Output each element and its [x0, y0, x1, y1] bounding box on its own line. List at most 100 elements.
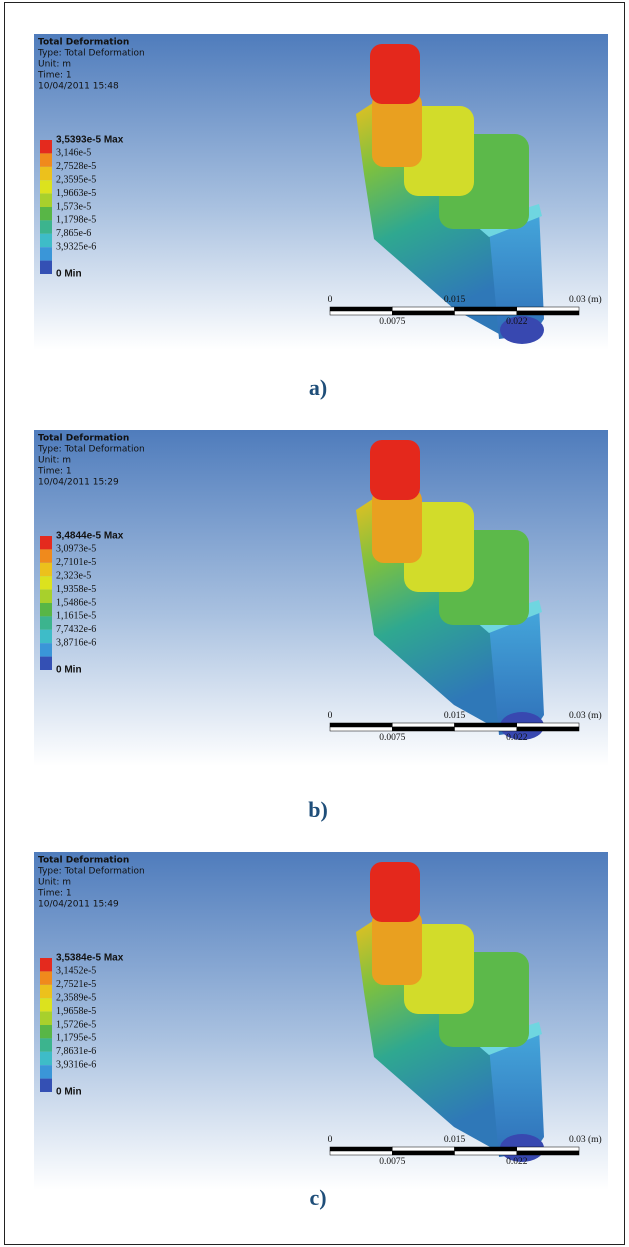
- legend-label: 3,0973e-5: [56, 544, 96, 555]
- legend-swatch: [40, 985, 52, 998]
- legend-swatch: [40, 180, 52, 193]
- caption: b): [308, 797, 328, 822]
- legend-swatch: [40, 576, 52, 589]
- model-block-red: [370, 862, 420, 922]
- result-unit: Unit: m: [38, 60, 71, 70]
- model-block-red: [370, 440, 420, 500]
- legend-label: 2,7101e-5: [56, 557, 96, 568]
- legend-label: 2,323e-5: [56, 570, 91, 581]
- scale-segment: [455, 727, 517, 731]
- result-date: 10/04/2011 15:49: [38, 900, 119, 910]
- legend-swatch: [40, 194, 52, 207]
- scale-segment: [455, 1147, 517, 1151]
- scale-label: 0.022: [506, 317, 528, 327]
- legend-label: 0 Min: [56, 1087, 82, 1098]
- scale-label: 0.0075: [379, 1157, 405, 1167]
- scale-label: 0.03 (m): [569, 1134, 602, 1145]
- scale-label: 0.0075: [379, 733, 405, 743]
- legend-swatch: [40, 643, 52, 656]
- legend-swatch: [40, 603, 52, 616]
- legend-swatch: [40, 563, 52, 576]
- result-date: 10/04/2011 15:29: [38, 478, 119, 488]
- legend-label: 1,9663e-5: [56, 188, 96, 199]
- scale-segment: [455, 311, 517, 315]
- legend-swatch: [40, 630, 52, 643]
- legend-label: 3,5393e-5 Max: [56, 135, 124, 146]
- legend-swatch: [40, 657, 52, 670]
- scale-segment: [330, 307, 392, 311]
- legend-swatch: [40, 536, 52, 549]
- scale-label: 0: [328, 1135, 333, 1145]
- scale-segment: [392, 1151, 454, 1155]
- scale-segment: [392, 727, 454, 731]
- result-time: Time: 1: [37, 71, 72, 81]
- legend-swatch: [40, 958, 52, 971]
- result-time: Time: 1: [37, 889, 72, 899]
- legend-swatch: [40, 1025, 52, 1038]
- legend-label: 0 Min: [56, 269, 82, 280]
- result-title: Total Deformation: [38, 38, 129, 48]
- scale-segment: [517, 723, 579, 727]
- scale-label: 0.03 (m): [569, 710, 602, 721]
- scale-segment: [517, 1147, 579, 1151]
- scale-label: 0.03 (m): [569, 294, 602, 305]
- legend-swatch: [40, 1012, 52, 1025]
- scale-label: 0.015: [444, 711, 466, 721]
- result-unit: Unit: m: [38, 456, 71, 466]
- scale-label: 0.022: [506, 1157, 528, 1167]
- legend-swatch: [40, 247, 52, 260]
- legend-swatch: [40, 1065, 52, 1078]
- legend-label: 1,9658e-5: [56, 1006, 96, 1017]
- legend-label: 0 Min: [56, 665, 82, 676]
- caption: a): [309, 375, 327, 400]
- figure: Total DeformationType: Total Deformation…: [0, 0, 629, 1247]
- scale-label: 0.015: [444, 1135, 466, 1145]
- legend-swatch: [40, 616, 52, 629]
- legend-swatch: [40, 140, 52, 153]
- result-title: Total Deformation: [38, 856, 129, 866]
- scale-segment: [392, 311, 454, 315]
- scale-segment: [392, 307, 454, 311]
- legend-label: 3,8716e-6: [56, 637, 96, 648]
- panel: Total DeformationType: Total Deformation…: [34, 430, 608, 766]
- scale-segment: [392, 1147, 454, 1151]
- scale-label: 0.022: [506, 733, 528, 743]
- scale-segment: [455, 723, 517, 727]
- legend-swatch: [40, 590, 52, 603]
- scale-segment: [330, 723, 392, 727]
- legend-swatch: [40, 971, 52, 984]
- scale-segment: [517, 307, 579, 311]
- legend-swatch: [40, 167, 52, 180]
- legend-label: 1,9358e-5: [56, 584, 96, 595]
- model-block-red: [370, 44, 420, 104]
- legend-label: 1,1615e-5: [56, 611, 96, 622]
- legend-label: 2,3589e-5: [56, 992, 96, 1003]
- scale-segment: [517, 727, 579, 731]
- legend-label: 1,5486e-5: [56, 597, 96, 608]
- scale-segment: [517, 311, 579, 315]
- legend-label: 1,1795e-5: [56, 1033, 96, 1044]
- scale-segment: [517, 1151, 579, 1155]
- result-date: 10/04/2011 15:48: [38, 82, 119, 92]
- legend-label: 7,865e-6: [56, 228, 91, 239]
- legend-label: 3,9316e-6: [56, 1059, 96, 1070]
- legend-label: 3,146e-5: [56, 148, 91, 159]
- legend-label: 3,1452e-5: [56, 966, 96, 977]
- legend-label: 3,4844e-5 Max: [56, 531, 124, 542]
- scale-segment: [330, 311, 392, 315]
- legend-label: 1,1798e-5: [56, 215, 96, 226]
- scale-label: 0.015: [444, 295, 466, 305]
- legend-swatch: [40, 261, 52, 274]
- legend-label: 7,7432e-6: [56, 624, 96, 635]
- scale-segment: [330, 1151, 392, 1155]
- scale-label: 0.0075: [379, 317, 405, 327]
- scale-segment: [392, 723, 454, 727]
- legend-swatch: [40, 207, 52, 220]
- scale-label: 0: [328, 711, 333, 721]
- legend-label: 7,8631e-6: [56, 1046, 96, 1057]
- legend-label: 3,9325e-6: [56, 241, 96, 252]
- legend-swatch: [40, 234, 52, 247]
- result-time: Time: 1: [37, 467, 72, 477]
